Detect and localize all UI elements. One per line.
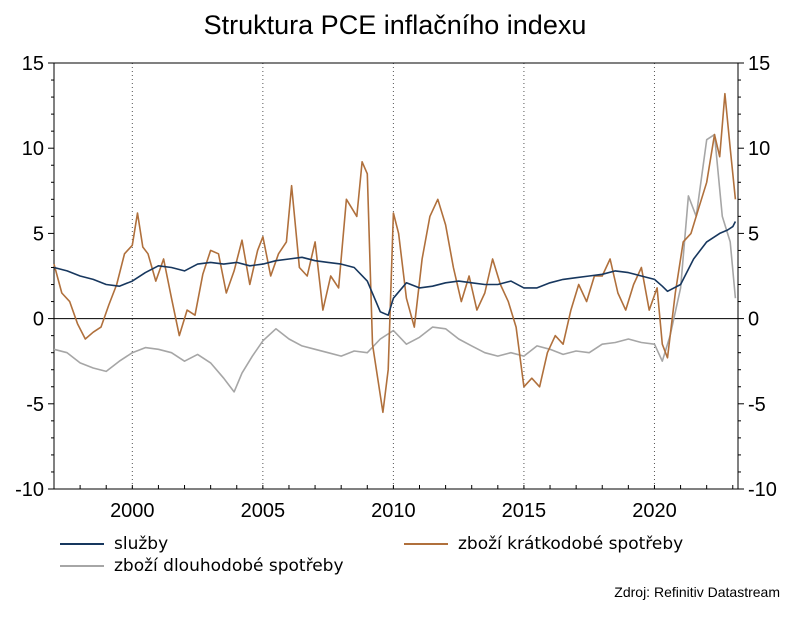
x-tick-label: 2015	[502, 500, 547, 522]
x-tick-label: 2010	[371, 500, 416, 522]
legend-item-kratkodobe: zboží krátkodobé spotřeby	[404, 534, 683, 554]
x-tick-label: 2020	[632, 500, 677, 522]
tick-labels: 2000 2005 2010 2015 2020 -10 -10 -5 -5 0 0 5 5 10 10 15…	[15, 53, 777, 522]
y-tick-label-left: 10	[22, 138, 44, 160]
legend-swatch-sluzby	[60, 543, 104, 545]
grid	[131, 63, 655, 489]
series-line-dlouhodobe	[53, 133, 737, 393]
y-tick-label-left: 15	[22, 53, 44, 75]
legend-label-sluzby: služby	[114, 534, 169, 554]
y-tick-label-right: -5	[748, 394, 766, 416]
chart-title: Struktura PCE inflačního indexu	[203, 10, 587, 40]
y-tick-label-right: 15	[748, 53, 770, 75]
series-layer	[53, 92, 737, 414]
y-tick-label-right: -10	[748, 479, 777, 501]
y-tick-label-right: 0	[748, 309, 759, 331]
legend-label-dlouhodobe: zboží dlouhodobé spotřeby	[114, 556, 344, 576]
y-tick-label-left: 5	[33, 223, 44, 245]
plot-frame	[53, 62, 739, 490]
y-tick-label-left: 0	[33, 309, 44, 331]
series-line-kratkodobe	[53, 92, 737, 414]
series-line-sluzby	[53, 221, 737, 317]
legend-swatch-dlouhodobe	[60, 565, 104, 567]
y-tick-label-right: 10	[748, 138, 770, 160]
y-tick-label-right: 5	[748, 223, 759, 245]
legend-swatch-kratkodobe	[404, 543, 448, 545]
legend-label-kratkodobe: zboží krátkodobé spotřeby	[458, 534, 684, 554]
x-tick-label: 2000	[110, 500, 155, 522]
y-tick-label-left: -5	[26, 394, 44, 416]
axes	[48, 62, 744, 490]
legend-item-sluzby: služby	[60, 534, 168, 554]
y-tick-label-left: -10	[15, 479, 44, 501]
source-note: Zdroj: Refinitiv Datastream	[614, 584, 780, 600]
legend-item-dlouhodobe: zboží dlouhodobé spotřeby	[60, 556, 344, 576]
x-tick-label: 2005	[241, 500, 286, 522]
